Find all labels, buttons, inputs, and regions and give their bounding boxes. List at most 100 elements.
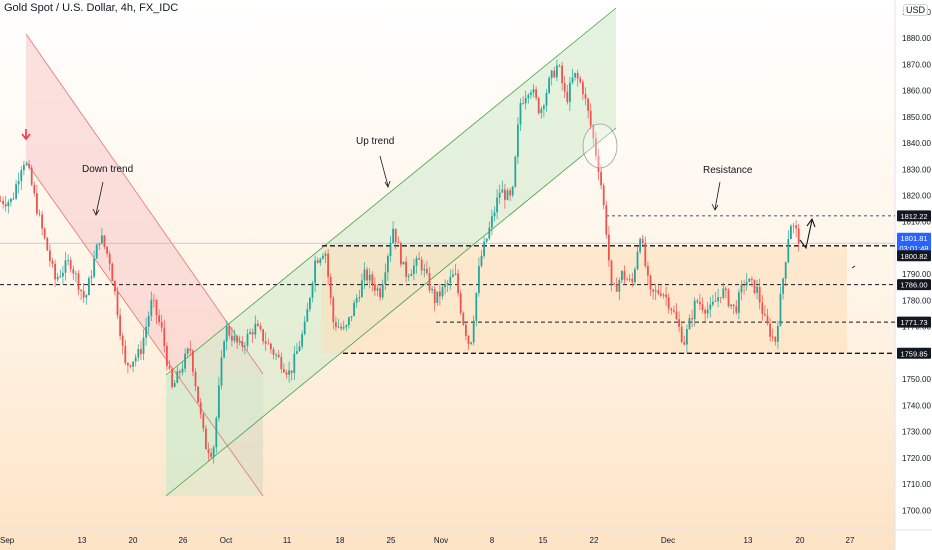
- candle-body: [293, 353, 296, 373]
- candle-body: [314, 260, 316, 284]
- x-tick-label: Sep: [0, 536, 15, 545]
- candle-body: [587, 98, 589, 111]
- candle-body: [7, 201, 10, 207]
- x-tick-label: 20: [796, 536, 805, 545]
- price-label-box: [897, 210, 931, 222]
- candle-body: [748, 278, 751, 282]
- time-axis: Sep 13 20 26 Oct 11 18 25 Nov 8 15 22 Dec 13 20 27: [0, 536, 855, 545]
- candle-body: [181, 368, 184, 373]
- y-tick-label: 1730.00: [902, 428, 931, 437]
- candle-body: [59, 276, 62, 278]
- candle-body: [454, 273, 457, 275]
- candle-body: [613, 283, 615, 285]
- candle-body: [764, 313, 766, 316]
- x-tick-label: Nov: [434, 536, 448, 545]
- candle-body: [639, 239, 641, 252]
- candle-body: [605, 205, 608, 235]
- candle-body: [543, 105, 545, 109]
- candle-body: [618, 280, 621, 292]
- candle-body: [719, 297, 722, 299]
- candle-body: [155, 299, 158, 316]
- candle-body: [17, 181, 20, 185]
- x-tick-label: 13: [744, 536, 753, 545]
- candle-body: [501, 189, 504, 193]
- candle-body: [23, 164, 25, 171]
- candle-body: [75, 273, 77, 275]
- candle-body: [602, 185, 605, 206]
- candle-body: [277, 354, 280, 357]
- candle-body: [374, 284, 376, 291]
- candle-body: [166, 345, 168, 367]
- x-tick-label: 18: [336, 536, 345, 545]
- candle-body: [548, 77, 550, 93]
- candle-body: [348, 317, 350, 326]
- currency-badge[interactable]: USD: [902, 4, 928, 16]
- candle-body: [439, 291, 441, 297]
- candle-body: [621, 271, 623, 281]
- down-trend-label: Down trend: [82, 164, 133, 175]
- candle-body: [787, 239, 790, 263]
- candle-body: [228, 326, 231, 336]
- candle-body: [205, 428, 207, 450]
- candle-body: [745, 281, 748, 286]
- y-tick-label: 1810.00: [902, 218, 931, 227]
- candle-body: [517, 124, 519, 157]
- candle-body: [597, 155, 600, 172]
- candle-body: [579, 78, 582, 83]
- price-label-box: [897, 250, 931, 262]
- candle-body: [670, 308, 673, 311]
- candle-body: [114, 280, 116, 292]
- candle-body: [116, 291, 119, 316]
- candle-body: [2, 200, 4, 205]
- candle-body: [467, 335, 470, 344]
- candle-body: [15, 184, 17, 199]
- x-tick-label: 20: [129, 536, 138, 545]
- candle-body: [311, 283, 314, 298]
- candle-body: [197, 386, 199, 403]
- candle-body: [519, 103, 522, 125]
- candle-body: [483, 241, 485, 256]
- candle-body: [792, 225, 795, 227]
- candles: [0, 59, 800, 464]
- candle-body: [493, 212, 496, 217]
- candle-body: [641, 239, 644, 244]
- candle-body: [418, 258, 420, 260]
- candle-body: [714, 301, 717, 302]
- candle-body: [335, 322, 337, 328]
- candle-body: [576, 72, 579, 79]
- up-trend-label: Up trend: [356, 136, 394, 147]
- price-label-box: [897, 347, 931, 359]
- candle-body: [779, 293, 782, 326]
- candle-body: [303, 321, 306, 335]
- down-trend-pointer-head: [92, 208, 100, 216]
- candle-body: [649, 275, 652, 290]
- candle-body: [210, 453, 212, 457]
- candle-body: [410, 274, 413, 276]
- x-tick-label: Dec: [661, 536, 675, 545]
- candle-body: [452, 274, 454, 278]
- candle-body: [168, 366, 171, 369]
- candle-body: [384, 272, 387, 285]
- candle-body: [678, 319, 680, 327]
- candle-body: [504, 189, 506, 200]
- candle-body: [98, 243, 101, 245]
- candle-body: [36, 193, 38, 214]
- candle-body: [251, 332, 254, 335]
- candle-body: [371, 274, 374, 285]
- candle-body: [192, 350, 194, 372]
- candle-body: [218, 385, 220, 419]
- candle-body: [301, 334, 303, 347]
- candle-body: [660, 293, 662, 296]
- candle-body: [428, 273, 431, 291]
- x-tick-label: Oct: [220, 536, 233, 545]
- candle-body: [327, 253, 329, 277]
- candle-body: [397, 242, 400, 244]
- y-tick-label: 1860.00: [902, 87, 931, 96]
- candle-body: [571, 77, 574, 83]
- candle-body: [288, 370, 290, 375]
- down-channel-lower-line: [25, 33, 264, 375]
- candle-body: [644, 243, 647, 266]
- candle-body: [46, 237, 49, 251]
- price-label-box: [897, 279, 931, 291]
- candle-body: [179, 371, 181, 373]
